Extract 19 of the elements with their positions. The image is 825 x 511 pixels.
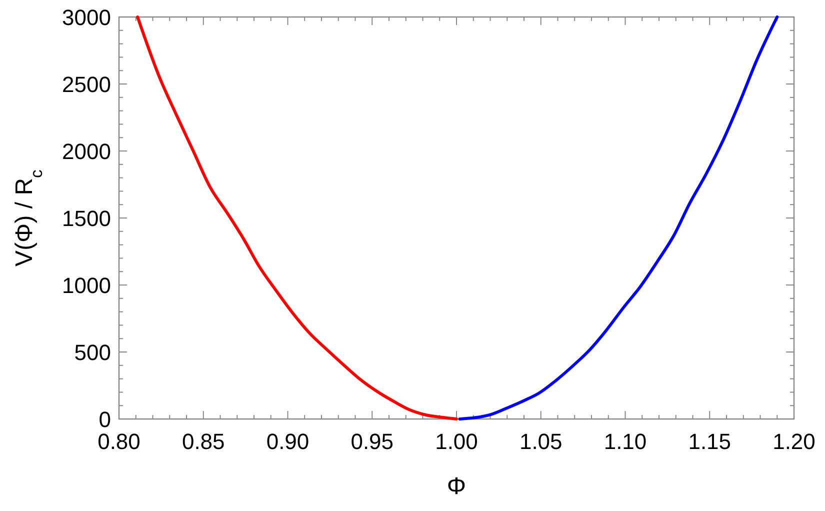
x-tick-label: 1.05 <box>519 429 562 454</box>
y-tick-label: 2000 <box>62 139 111 164</box>
x-tick-label: 0.95 <box>350 429 394 454</box>
x-tick-label: 1.20 <box>772 429 816 454</box>
y-tick-label: 0 <box>98 407 111 432</box>
y-tick-label: 1000 <box>62 273 111 298</box>
y-tick-label: 500 <box>74 340 111 365</box>
y-tick-label: 3000 <box>62 5 111 30</box>
x-tick-label: 1.00 <box>435 429 478 454</box>
x-tick-label: 0.90 <box>266 429 310 454</box>
x-tick-label: 0.85 <box>182 429 225 454</box>
y-tick-label: 2500 <box>62 72 111 97</box>
x-tick-label: 0.80 <box>98 429 140 454</box>
line-series <box>136 16 458 420</box>
y-tick-label: 1500 <box>62 206 111 231</box>
x-axis-title: Φ <box>446 473 466 500</box>
x-tick-label: 1.10 <box>604 429 647 454</box>
x-tick-label: 1.15 <box>688 429 732 454</box>
line-series <box>458 16 779 420</box>
